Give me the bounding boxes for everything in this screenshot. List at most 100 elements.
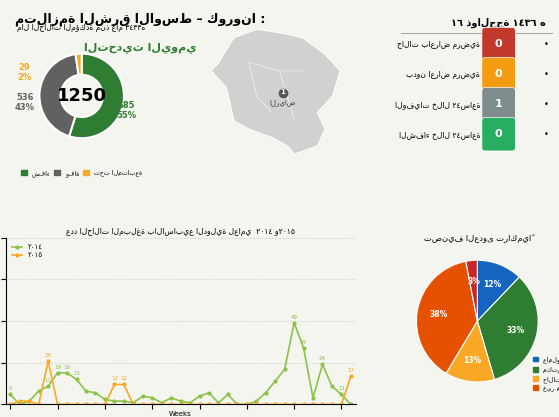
٢٠١٤ xyxy=(329,384,335,389)
٢٠١٤ xyxy=(45,384,51,389)
٢٠١٥ xyxy=(26,399,32,404)
Text: 49: 49 xyxy=(291,314,297,319)
٢٠١٤ xyxy=(54,370,61,375)
٢٠١٤ xyxy=(177,399,184,404)
٢٠١٤ xyxy=(73,377,80,382)
Polygon shape xyxy=(211,29,340,154)
٢٠١٤ xyxy=(35,389,42,394)
٢٠١٤ xyxy=(139,394,146,399)
Title: تصنيف العدوى تراكمياً: تصنيف العدوى تراكمياً xyxy=(424,234,531,243)
FancyBboxPatch shape xyxy=(482,118,515,151)
٢٠١٥ xyxy=(348,374,354,379)
٢٠١٥ xyxy=(130,402,136,407)
٢٠١٤ xyxy=(196,394,203,399)
٢٠١٥ xyxy=(291,402,297,407)
٢٠١٥ xyxy=(35,402,42,407)
٢٠١٥ xyxy=(253,402,259,407)
٢٠١٥ xyxy=(168,402,174,407)
Title: عدد الحالات المبلغة بالاسابيع الدولية لعامي  ٢٠١٤ و٢٠١٥: عدد الحالات المبلغة بالاسابيع الدولية لع… xyxy=(66,226,295,236)
Wedge shape xyxy=(466,260,477,321)
Text: 3%: 3% xyxy=(467,277,480,286)
Text: 12: 12 xyxy=(111,376,118,381)
Text: 536
43%: 536 43% xyxy=(15,93,35,112)
٢٠١٥ xyxy=(338,402,345,407)
Text: •: • xyxy=(544,40,549,49)
Text: 11: 11 xyxy=(338,386,345,391)
Wedge shape xyxy=(416,261,477,373)
Text: 29
2%: 29 2% xyxy=(17,63,32,83)
Wedge shape xyxy=(75,54,82,75)
٢٠١٤ xyxy=(281,367,288,372)
٢٠١٥ xyxy=(206,402,212,407)
FancyBboxPatch shape xyxy=(482,58,515,91)
٢٠١٥ xyxy=(64,402,70,407)
٢٠١٤ xyxy=(319,362,326,367)
٢٠١٥ xyxy=(139,402,146,407)
٢٠١٤ xyxy=(7,392,13,397)
Line: ٢٠١٥: ٢٠١٥ xyxy=(9,360,352,406)
Text: 1: 1 xyxy=(495,99,503,109)
٢٠١٤ xyxy=(272,379,278,384)
٢٠١٤ xyxy=(26,399,32,404)
Text: 34: 34 xyxy=(300,339,307,344)
FancyBboxPatch shape xyxy=(482,28,515,61)
٢٠١٥ xyxy=(281,402,288,407)
٢٠١٤ xyxy=(92,390,99,395)
٢٠١٥ xyxy=(187,402,193,407)
٢٠١٥ xyxy=(83,402,89,407)
٢٠١٤ xyxy=(64,370,70,375)
Text: 38%: 38% xyxy=(429,310,448,319)
Wedge shape xyxy=(39,54,79,136)
٢٠١٤ xyxy=(262,390,269,395)
٢٠١٥ xyxy=(7,402,13,407)
Text: 0: 0 xyxy=(495,129,503,139)
Wedge shape xyxy=(446,321,495,382)
Wedge shape xyxy=(477,277,538,379)
٢٠١٤ xyxy=(253,399,259,404)
٢٠١٥ xyxy=(73,402,80,407)
Legend: ٢٠١٤, ٢٠١٥: ٢٠١٤, ٢٠١٥ xyxy=(9,241,46,261)
٢٠١٥ xyxy=(225,402,231,407)
Wedge shape xyxy=(69,54,124,138)
Text: •: • xyxy=(544,70,549,79)
Text: 26: 26 xyxy=(45,353,51,358)
٢٠١٥ xyxy=(149,402,155,407)
٢٠١٤ xyxy=(348,402,354,407)
٢٠١٥ xyxy=(300,402,307,407)
٢٠١٤ xyxy=(111,399,118,404)
Text: 685
55%: 685 55% xyxy=(116,101,136,121)
٢٠١٥ xyxy=(92,402,99,407)
Text: الشفاء خلال ٢٤ساعة: الشفاء خلال ٢٤ساعة xyxy=(399,130,480,139)
٢٠١٥ xyxy=(121,382,127,387)
Text: 19: 19 xyxy=(54,364,61,369)
٢٠١٤ xyxy=(168,395,174,400)
٢٠١٤ xyxy=(158,400,165,405)
٢٠١٥ xyxy=(111,382,118,387)
٢٠١٥ xyxy=(196,402,203,407)
٢٠١٤ xyxy=(121,399,127,404)
٢٠١٤ xyxy=(149,395,155,400)
٢٠١٤ xyxy=(300,345,307,350)
Text: •: • xyxy=(544,130,549,139)
Text: ١٦ ذوالحجة ١٤٣٦ ه: ١٦ ذوالحجة ١٤٣٦ ه xyxy=(451,18,546,28)
Text: 0: 0 xyxy=(495,39,503,49)
Line: ٢٠١٤: ٢٠١٤ xyxy=(9,322,352,406)
Legend: عاملون صحيون, مكتسب داخل المنشآت الصحية, حالات اولية, غير مصنف: عاملون صحيون, مكتسب داخل المنشآت الصحية,… xyxy=(530,354,559,394)
٢٠١٤ xyxy=(291,320,297,325)
٢٠١٥ xyxy=(244,402,250,407)
٢٠١٤ xyxy=(234,402,241,407)
٢٠١٤ xyxy=(310,395,316,400)
Text: الرياض: الرياض xyxy=(269,99,296,106)
٢٠١٤ xyxy=(16,402,23,407)
٢٠١٤ xyxy=(206,390,212,395)
٢٠١٥ xyxy=(262,402,269,407)
Text: 11: 11 xyxy=(45,378,51,383)
Text: 12%: 12% xyxy=(483,280,501,289)
٢٠١٤ xyxy=(187,400,193,405)
FancyBboxPatch shape xyxy=(482,88,515,121)
٢٠١٤ xyxy=(83,389,89,394)
٢٠١٥ xyxy=(16,399,23,404)
X-axis label: Weeks: Weeks xyxy=(169,411,192,417)
٢٠١٥ xyxy=(54,402,61,407)
٢٠١٥ xyxy=(45,359,51,364)
